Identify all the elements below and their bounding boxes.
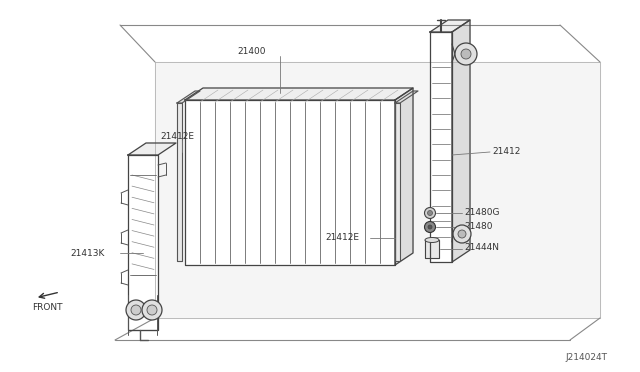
Circle shape [455,43,477,65]
Circle shape [458,230,466,238]
Circle shape [428,211,433,215]
Polygon shape [155,62,600,318]
Polygon shape [128,155,158,330]
Polygon shape [185,88,413,100]
Polygon shape [452,20,470,262]
Polygon shape [430,32,452,262]
Circle shape [142,300,162,320]
Polygon shape [395,103,400,261]
Text: 21444N: 21444N [464,244,499,253]
Circle shape [461,49,471,59]
Text: 21480G: 21480G [464,208,499,217]
Polygon shape [177,103,182,261]
Text: 21480: 21480 [464,221,493,231]
Polygon shape [177,91,200,103]
Ellipse shape [425,237,439,243]
Polygon shape [395,91,418,103]
Polygon shape [185,100,395,265]
Polygon shape [395,88,413,265]
Polygon shape [425,240,439,258]
Text: 21412: 21412 [492,147,520,155]
Text: FRONT: FRONT [32,304,62,312]
Circle shape [131,305,141,315]
Circle shape [126,300,146,320]
Polygon shape [128,143,176,155]
Circle shape [453,225,471,243]
Circle shape [428,225,432,229]
Text: J214024T: J214024T [565,353,607,362]
Text: 21400: 21400 [237,46,266,55]
Circle shape [424,208,435,218]
Text: 21412E: 21412E [325,232,359,241]
Text: 21413K: 21413K [70,248,104,257]
Circle shape [424,221,435,232]
Text: 21412E: 21412E [160,131,194,141]
Circle shape [147,305,157,315]
Polygon shape [430,20,470,32]
